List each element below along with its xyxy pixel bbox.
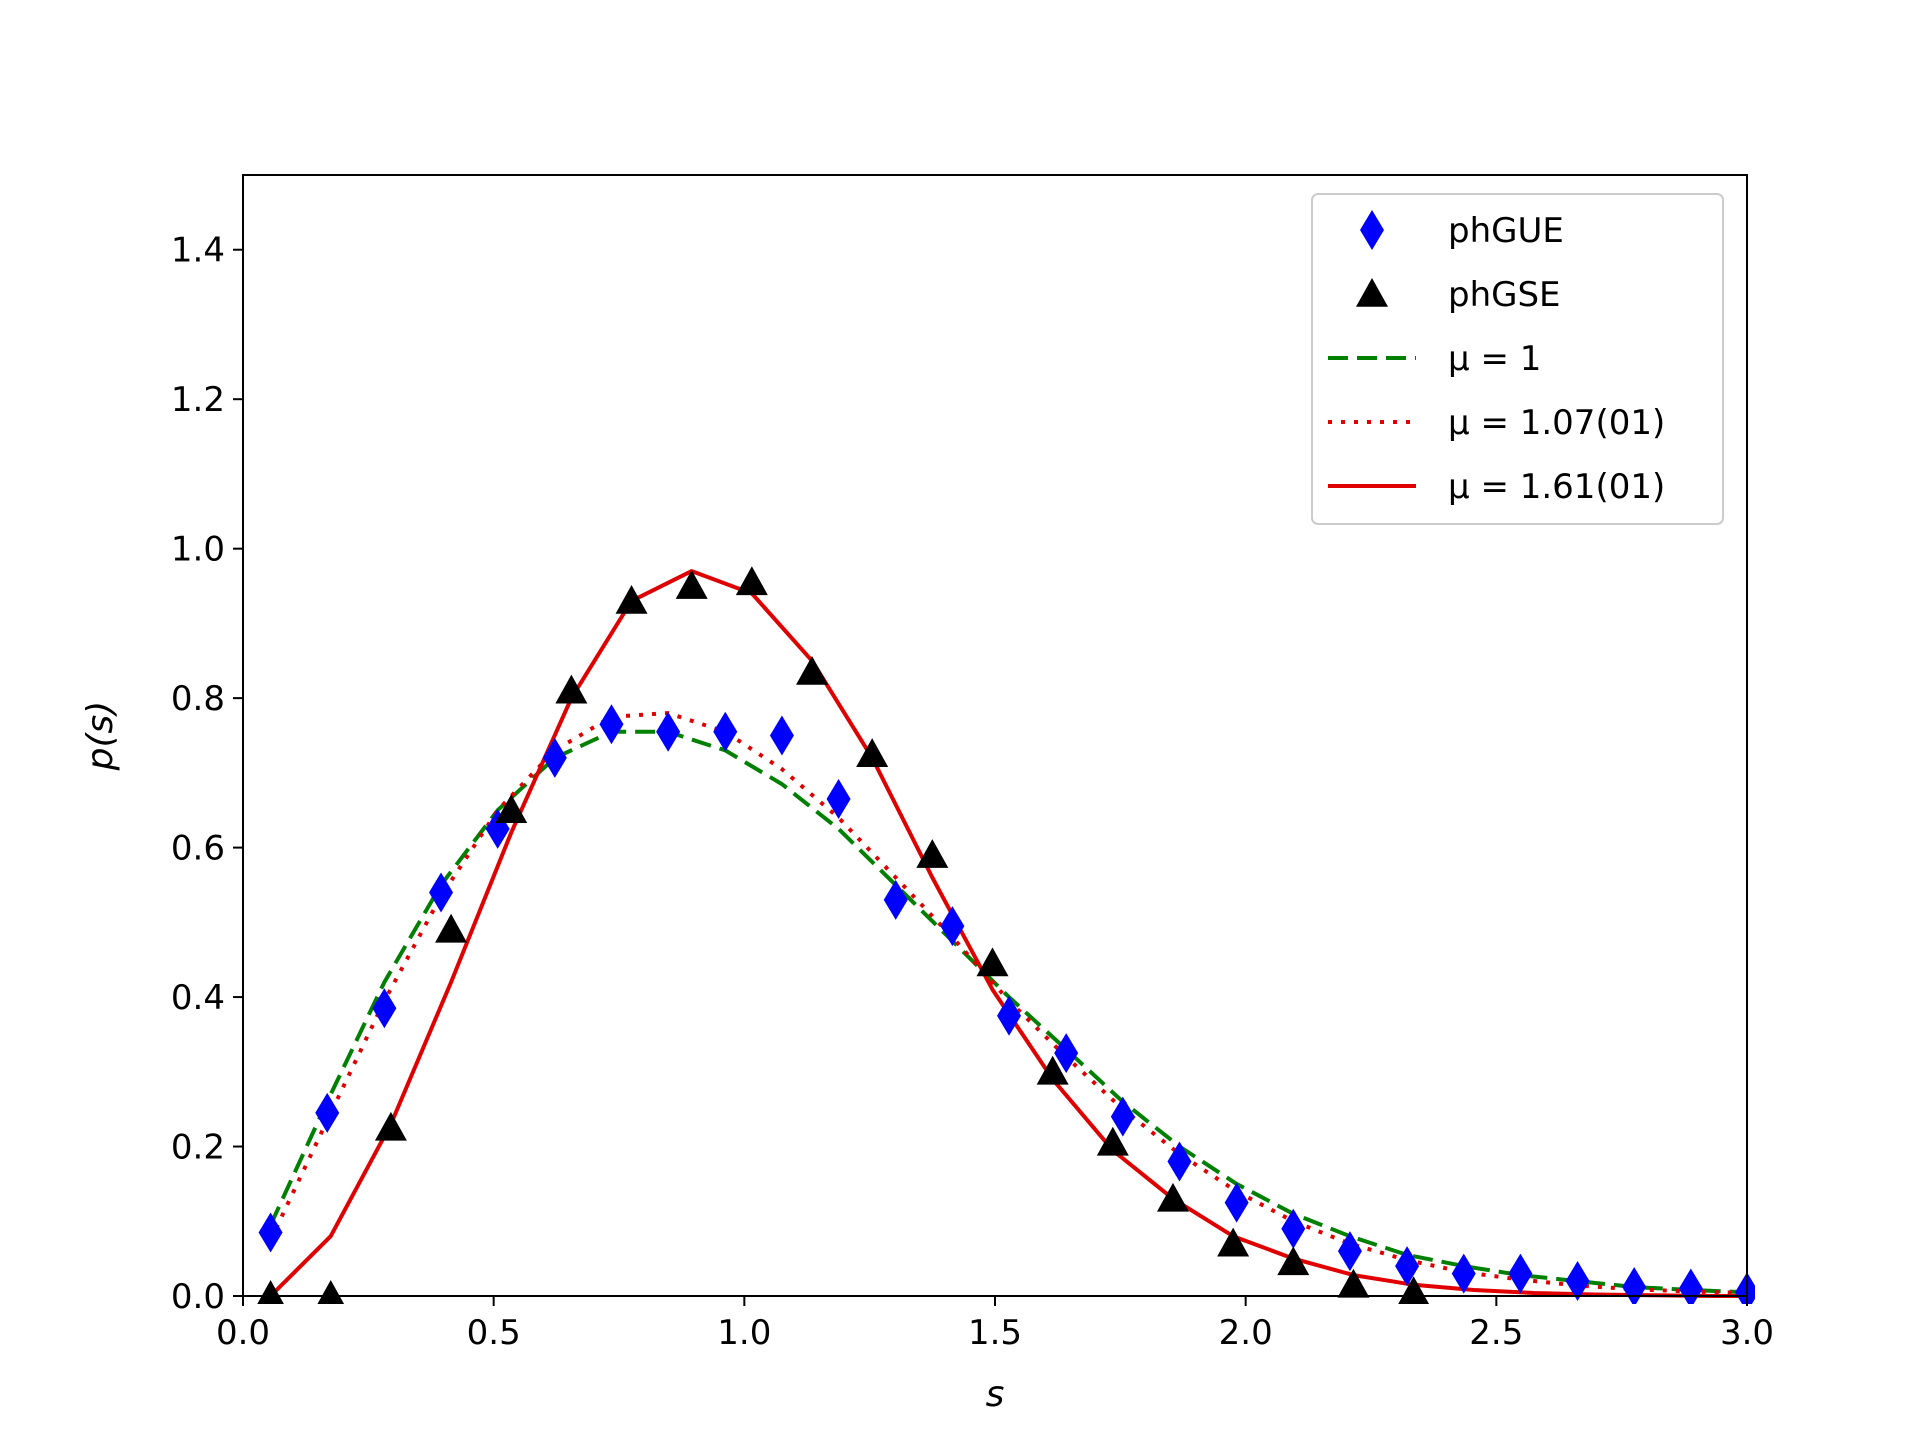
triangle-marker — [374, 1111, 407, 1141]
series-1-markers — [257, 566, 1430, 1304]
diamond-marker — [940, 906, 965, 947]
diamond-marker — [429, 872, 454, 913]
diamond-marker — [1054, 1033, 1079, 1074]
diamond-marker — [1508, 1253, 1533, 1294]
triangle-marker — [735, 566, 768, 596]
diamond-marker — [1565, 1261, 1590, 1302]
triangle-marker — [796, 655, 829, 685]
diamond-marker — [1337, 1231, 1362, 1272]
triangle-marker — [317, 1280, 345, 1304]
y-tick-label: 0.8 — [171, 679, 225, 719]
diamond-marker — [315, 1092, 340, 1133]
x-tick-label: 1.0 — [717, 1313, 771, 1353]
diamond-marker — [826, 779, 851, 820]
legend: phGUE phGSE μ = 1 μ = 1.07(01) μ = 1.61(01) — [1311, 193, 1724, 525]
series-line — [269, 569, 1747, 1298]
legend-entry-label: μ = 1 — [1448, 339, 1541, 379]
y-tick-label: 1.4 — [171, 231, 225, 271]
plot-area — [242, 174, 1755, 1304]
x-tick-label: 1.5 — [968, 1313, 1022, 1353]
y-axis-ticks: 0.0 0.2 0.4 0.6 0.8 1.0 1.2 1.4 — [171, 231, 243, 1317]
legend-entry-label: μ = 1.07(01) — [1448, 403, 1665, 443]
triangle-marker — [1036, 1055, 1069, 1085]
triangle-marker — [675, 570, 708, 599]
legend-triangle-marker — [1356, 278, 1388, 307]
triangle-marker — [495, 794, 528, 824]
legend-entry-label: phGUE — [1448, 211, 1564, 251]
x-axis-label: s — [986, 1374, 1005, 1415]
legend-box — [1311, 193, 1724, 525]
x-tick-label: 2.5 — [1469, 1313, 1523, 1353]
x-tick-label: 3.0 — [1720, 1313, 1774, 1353]
triangle-marker — [1277, 1246, 1310, 1276]
triangle-marker — [1156, 1182, 1189, 1212]
y-axis-label: p(s) — [80, 701, 121, 772]
triangle-marker — [1217, 1227, 1250, 1257]
triangle-marker — [976, 947, 1009, 977]
y-tick-label: 0.6 — [171, 829, 225, 869]
y-tick-label: 1.2 — [171, 380, 225, 420]
x-tick-label: 0.0 — [216, 1313, 270, 1353]
diamond-marker — [1167, 1141, 1192, 1182]
diamond-marker — [1281, 1208, 1306, 1249]
legend-entry-label: μ = 1.61(01) — [1448, 467, 1665, 507]
triangle-marker — [916, 839, 949, 868]
diamond-marker — [1622, 1267, 1647, 1304]
diamond-marker — [656, 711, 681, 752]
triangle-marker — [1337, 1268, 1370, 1298]
triangle-marker — [615, 584, 648, 614]
diamond-marker — [258, 1212, 283, 1253]
diamond-marker — [599, 704, 624, 745]
series-layer — [257, 566, 1755, 1304]
diamond-marker — [372, 988, 397, 1029]
triangle-marker — [435, 913, 468, 943]
x-axis-ticks: 0.0 0.5 1.0 1.5 2.0 2.5 3.0 — [216, 1296, 1774, 1353]
series-4-line-group — [269, 569, 1747, 1298]
diamond-marker — [883, 879, 908, 920]
triangle-marker — [1398, 1276, 1430, 1304]
diamond-marker — [713, 711, 738, 752]
y-tick-label: 1.0 — [171, 530, 225, 570]
diamond-marker — [997, 995, 1022, 1036]
diamond-marker — [769, 715, 794, 756]
triangle-marker — [856, 738, 889, 767]
diamond-marker — [1110, 1096, 1135, 1137]
x-tick-label: 2.0 — [1219, 1313, 1273, 1353]
triangle-marker — [1096, 1126, 1129, 1156]
y-tick-label: 0.2 — [171, 1128, 225, 1168]
y-tick-label: 0.4 — [171, 978, 225, 1018]
legend-entry-label: phGSE — [1448, 275, 1561, 315]
diamond-marker — [1224, 1182, 1249, 1223]
diamond-marker — [1395, 1246, 1420, 1287]
x-tick-label: 0.5 — [467, 1313, 521, 1353]
triangle-marker — [257, 1280, 284, 1304]
triangle-marker — [555, 674, 588, 704]
diamond-marker — [1451, 1253, 1476, 1294]
y-tick-label: 0.0 — [171, 1277, 225, 1317]
diamond-marker — [542, 737, 567, 778]
legend-diamond-marker — [1360, 210, 1384, 250]
